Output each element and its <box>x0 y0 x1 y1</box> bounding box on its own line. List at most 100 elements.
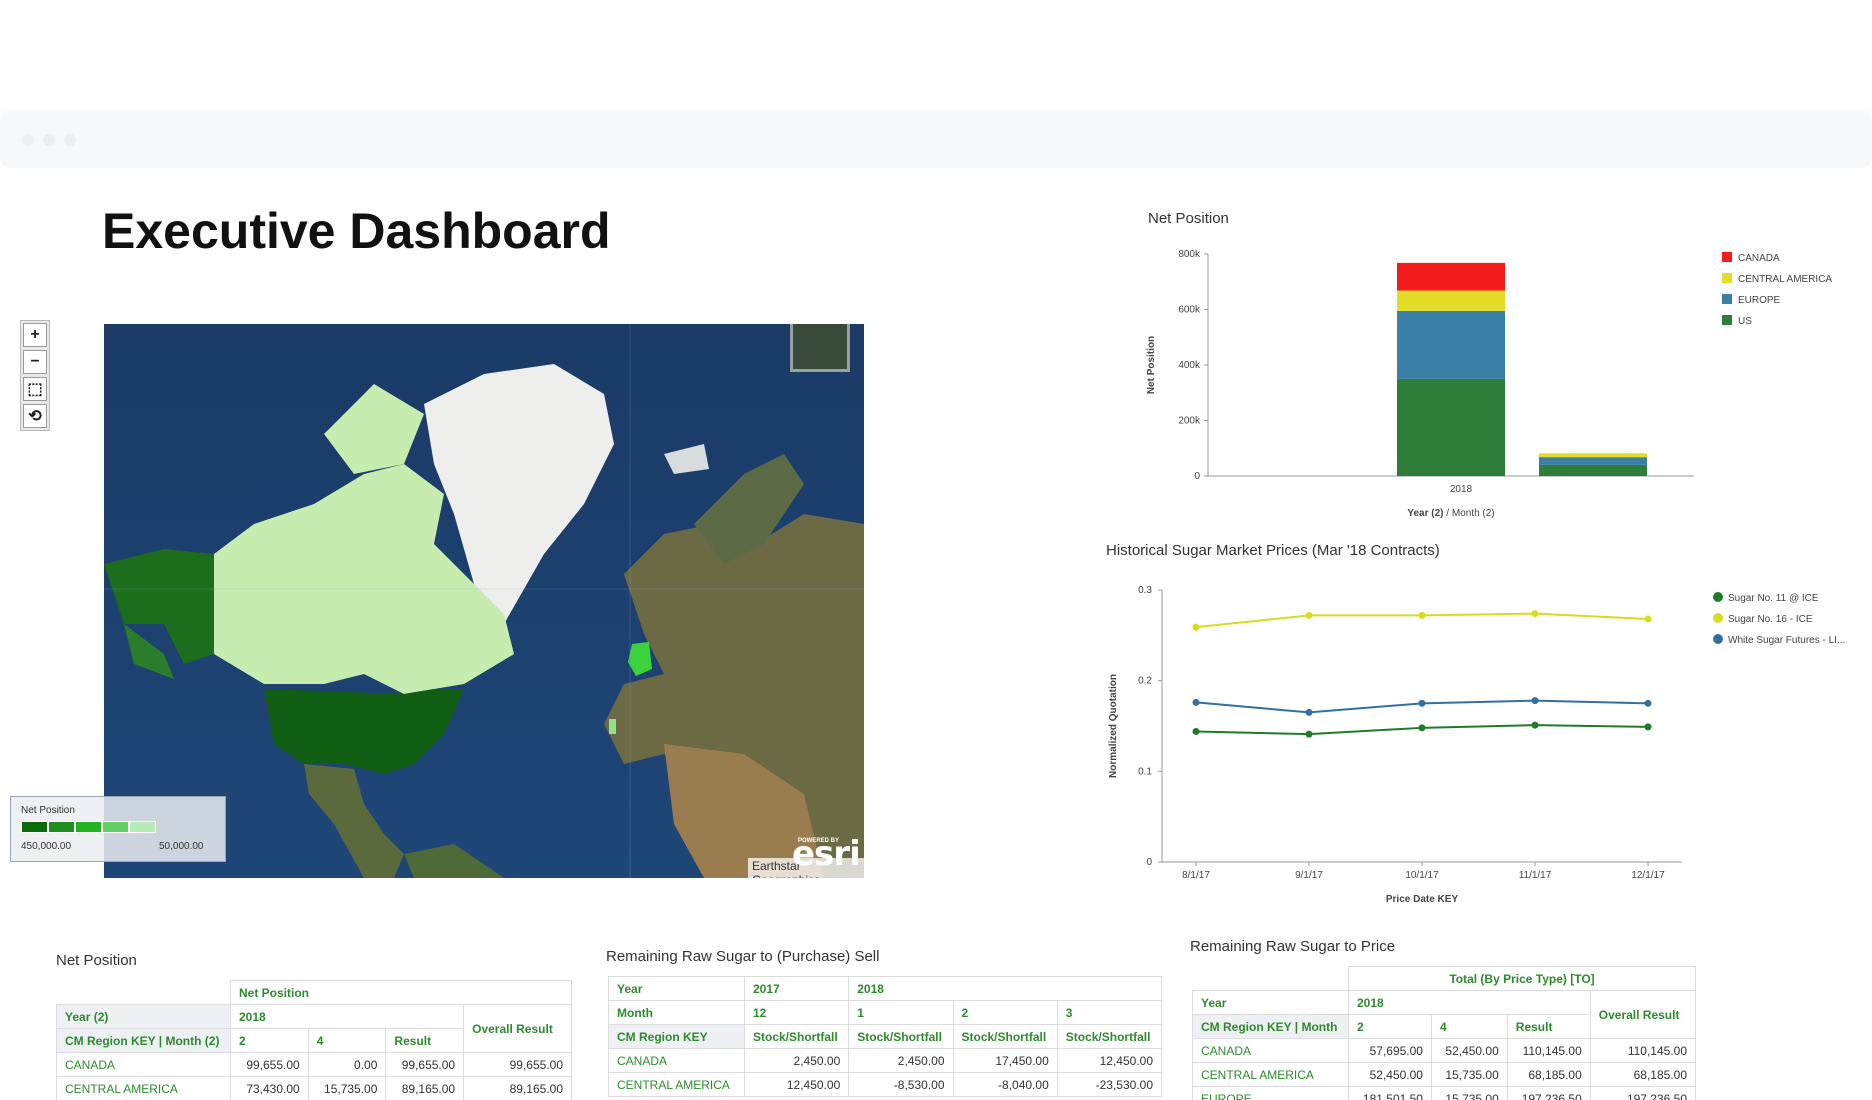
bar-segment-europe[interactable] <box>1539 457 1647 465</box>
window-maximize-dot[interactable] <box>64 134 76 146</box>
region-cell[interactable]: EUROPE <box>1192 1086 1349 1100</box>
col-header: 2 <box>230 1028 309 1053</box>
value-cell: 197,236.50 <box>1506 1086 1591 1100</box>
month-value: 2 <box>952 1000 1058 1025</box>
canada-arctic-region[interactable] <box>324 384 424 474</box>
usa-region[interactable] <box>264 689 464 774</box>
measure-header: Total (By Price Type) [TO] <box>1348 966 1696 991</box>
map-legend-min-label: 450,000.00 <box>21 841 72 852</box>
data-point[interactable] <box>1418 724 1426 732</box>
alaska-peninsula-region[interactable] <box>124 624 174 679</box>
data-point[interactable] <box>1418 699 1426 707</box>
alaska-region[interactable] <box>104 549 214 664</box>
region-cell[interactable]: CANADA <box>56 1052 231 1077</box>
zoom-in-button[interactable]: + <box>23 323 47 347</box>
data-point[interactable] <box>1192 698 1200 706</box>
col-header: Stock/Shortfall <box>952 1024 1058 1049</box>
legend-swatch <box>1722 252 1732 262</box>
table-row[interactable]: CENTRAL AMERICA 12,450.00 -8,530.00 -8,0… <box>608 1072 1163 1097</box>
basemap-toggle-button[interactable] <box>790 324 850 372</box>
legend-label[interactable]: EUROPE <box>1738 295 1781 306</box>
month-value: 3 <box>1056 1000 1163 1025</box>
map-toolbar: + − ⬚ ⟲ <box>20 320 50 431</box>
legend-label[interactable]: CANADA <box>1738 253 1780 264</box>
zoom-box-button[interactable]: ⬚ <box>23 377 47 401</box>
data-point[interactable] <box>1192 727 1200 735</box>
value-cell: 15,735.00 <box>1430 1086 1508 1100</box>
value-cell: 12,450.00 <box>1056 1048 1163 1073</box>
region-cell[interactable]: CANADA <box>1192 1038 1349 1063</box>
window-toolbar <box>0 110 1872 168</box>
bar-segment-us[interactable] <box>1539 464 1647 476</box>
value-cell: 17,450.00 <box>952 1048 1058 1073</box>
table-row[interactable]: CANADA 99,655.00 0.00 99,655.00 99,655.0… <box>56 1052 572 1077</box>
data-point[interactable] <box>1305 730 1313 738</box>
data-point[interactable] <box>1192 623 1200 631</box>
y-tick-label: 800k <box>1178 249 1201 260</box>
value-cell: 89,165.00 <box>463 1076 572 1100</box>
value-cell: 73,430.00 <box>230 1076 309 1100</box>
legend-swatch <box>1722 315 1732 325</box>
zoom-out-button[interactable]: − <box>23 350 47 374</box>
sugar-price-chart: 0.3 0.2 0.1 0 8/1/17 9/1/17 10/1/17 11/1/17 12/1… <box>1108 585 1845 905</box>
value-cell: 89,165.00 <box>385 1076 465 1100</box>
table-row[interactable]: CENTRAL AMERICA 52,450.00 15,735.00 68,1… <box>1192 1062 1697 1087</box>
data-point[interactable] <box>1531 697 1539 705</box>
satellite-map[interactable]: Earthstar Geographics <box>104 324 864 878</box>
window-close-dot[interactable] <box>22 134 34 146</box>
value-cell: 12,450.00 <box>743 1072 850 1097</box>
table-row[interactable]: CENTRAL AMERICA 73,430.00 15,735.00 89,1… <box>56 1076 572 1100</box>
legend-label[interactable]: CENTRAL AMERICA <box>1738 274 1832 285</box>
esri-logo: esri <box>792 834 861 874</box>
table-row[interactable]: CANADA 57,695.00 52,450.00 110,145.00 11… <box>1192 1038 1697 1063</box>
y-axis-label: Normalized Quotation <box>1108 674 1119 778</box>
value-cell: 99,655.00 <box>230 1052 309 1077</box>
data-point[interactable] <box>1644 699 1652 707</box>
col-header: 2 <box>1348 1014 1432 1039</box>
region-cell[interactable]: CENTRAL AMERICA <box>56 1076 231 1100</box>
col-header: Result <box>1506 1014 1591 1039</box>
value-cell: 15,735.00 <box>307 1076 387 1100</box>
region-cell[interactable]: CENTRAL AMERICA <box>1192 1062 1349 1087</box>
bar-segment-central-america[interactable] <box>1539 453 1647 458</box>
bar-segment-europe[interactable] <box>1397 310 1505 379</box>
y-tick-label: 200k <box>1178 416 1201 427</box>
bar-segment-canada[interactable] <box>1397 262 1505 291</box>
data-point[interactable] <box>1305 611 1313 619</box>
value-cell: 68,185.00 <box>1589 1062 1697 1087</box>
legend-label[interactable]: US <box>1738 316 1752 327</box>
legend-label[interactable]: Sugar No. 11 @ ICE <box>1728 593 1819 604</box>
data-point[interactable] <box>1531 610 1539 618</box>
reset-view-button[interactable]: ⟲ <box>23 404 47 428</box>
data-point[interactable] <box>1644 723 1652 731</box>
uk-region[interactable] <box>628 642 652 676</box>
value-cell: -8,530.00 <box>848 1072 954 1097</box>
legend-swatch-2 <box>75 821 102 833</box>
bar-segment-us[interactable] <box>1397 378 1505 476</box>
data-point[interactable] <box>1418 611 1426 619</box>
x-tick-label: 2018 <box>1450 484 1473 495</box>
col-header: Stock/Shortfall <box>743 1024 850 1049</box>
legend-label[interactable]: White Sugar Futures - LI... <box>1728 635 1845 646</box>
month-value: 12 <box>743 1000 850 1025</box>
legend-swatch <box>1722 294 1732 304</box>
portugal-region[interactable] <box>609 719 616 734</box>
data-point[interactable] <box>1644 615 1652 623</box>
scandinavia-land <box>694 454 804 564</box>
canada-region[interactable] <box>214 464 514 694</box>
window-minimize-dot[interactable] <box>43 134 55 146</box>
row-header: CM Region KEY | Month (2) <box>56 1028 231 1053</box>
value-cell: 2,450.00 <box>848 1048 954 1073</box>
table-row[interactable]: EUROPE 181,501.50 15,735.00 197,236.50 1… <box>1192 1086 1697 1100</box>
x-axis-label: Year (2) / Month (2) <box>1407 508 1494 519</box>
table-row[interactable]: CANADA 2,450.00 2,450.00 17,450.00 12,45… <box>608 1048 1163 1073</box>
data-point[interactable] <box>1531 721 1539 729</box>
region-cell[interactable]: CENTRAL AMERICA <box>608 1072 745 1097</box>
col-header: Result <box>385 1028 465 1053</box>
region-cell[interactable]: CANADA <box>608 1048 745 1073</box>
legend-label[interactable]: Sugar No. 16 - ICE <box>1728 614 1813 625</box>
year-label: Year <box>608 976 745 1001</box>
bar-segment-central-america[interactable] <box>1397 290 1505 311</box>
data-point[interactable] <box>1305 708 1313 716</box>
value-cell: -8,040.00 <box>952 1072 1058 1097</box>
